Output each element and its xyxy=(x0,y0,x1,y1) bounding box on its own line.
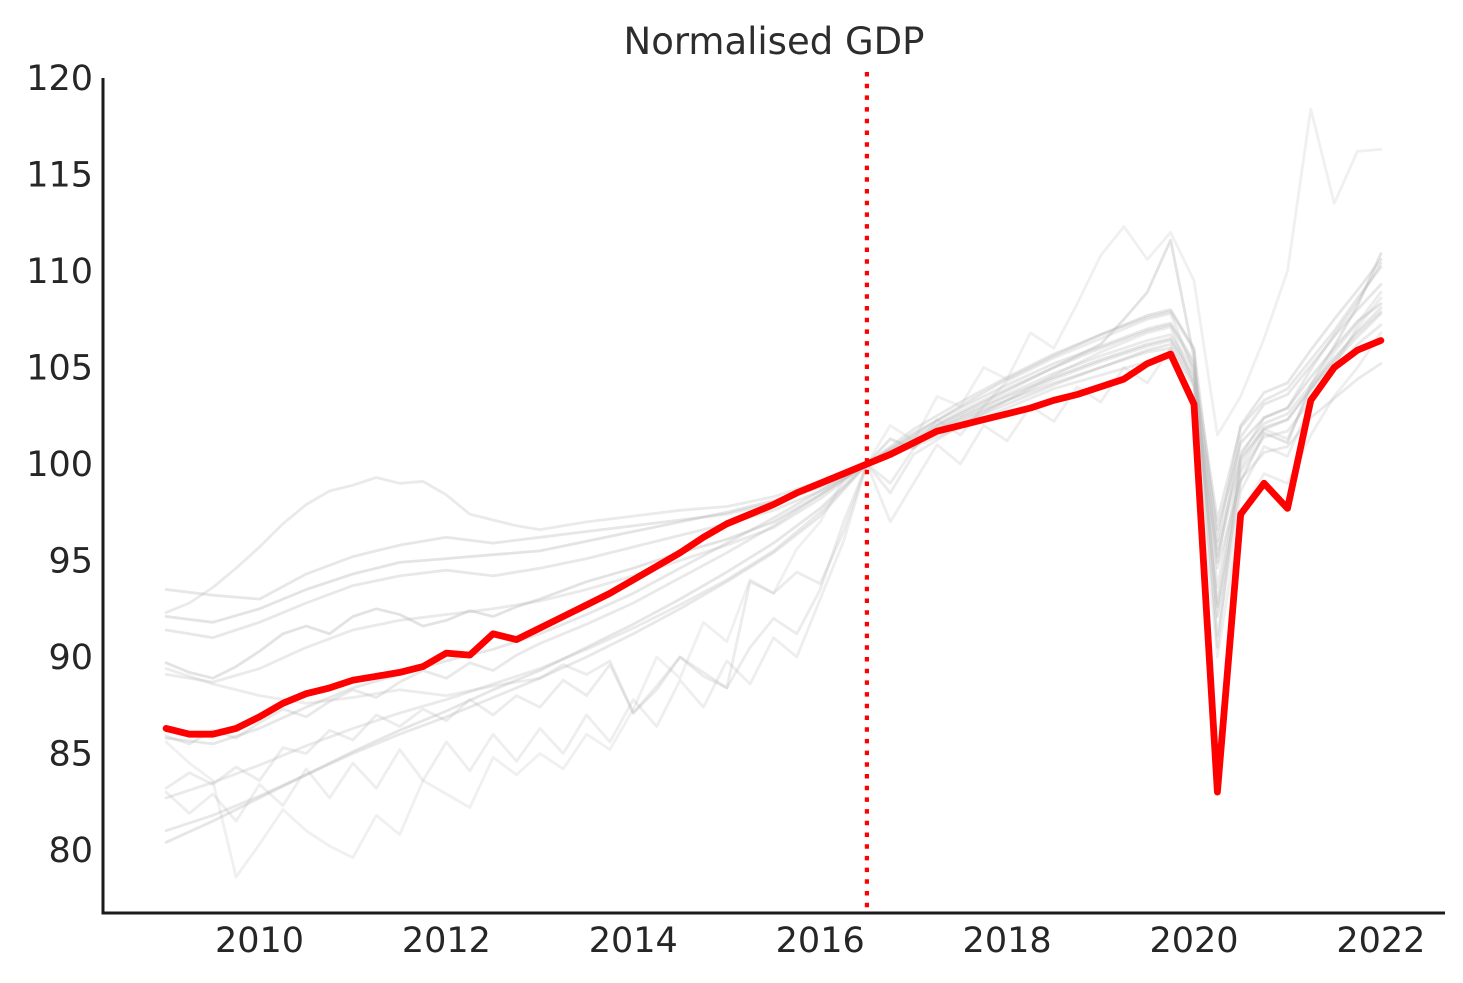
comparator-gdp-line xyxy=(164,310,1383,746)
y-tick-label: 95 xyxy=(48,542,93,582)
comparator-gdp-line xyxy=(164,261,1383,833)
comparator-gdp-line xyxy=(164,238,1383,680)
comparator-gdp-line xyxy=(164,257,1383,844)
comparator-gdp-line xyxy=(164,107,1383,879)
highlighted-gdp-line xyxy=(162,337,1385,796)
axes-spines xyxy=(101,78,1445,915)
y-tick-label: 105 xyxy=(26,349,93,389)
highlight-series-group xyxy=(162,337,1385,796)
x-axis-tick-labels: 2010 2012 2014 2016 2018 2020 2022 xyxy=(215,921,1425,961)
y-axis-tick-labels: 80 85 90 95 100 105 110 115 120 xyxy=(26,59,93,871)
y-tick-label: 120 xyxy=(26,59,93,99)
y-tick-label: 80 xyxy=(48,831,93,871)
x-tick-label: 2022 xyxy=(1336,921,1425,961)
y-tick-label: 115 xyxy=(26,156,93,196)
comparator-gdp-line xyxy=(164,356,1383,614)
x-tick-label: 2016 xyxy=(776,921,865,961)
x-tick-label: 2020 xyxy=(1149,921,1238,961)
chart-title: Normalised GDP xyxy=(624,20,925,63)
comparator-gdp-line xyxy=(164,290,1383,715)
y-tick-label: 110 xyxy=(26,252,93,292)
y-tick-label: 85 xyxy=(48,735,93,775)
y-tick-label: 100 xyxy=(26,445,93,485)
y-tick-label: 90 xyxy=(48,638,93,678)
x-tick-label: 2018 xyxy=(963,921,1052,961)
x-tick-label: 2014 xyxy=(589,921,678,961)
x-tick-label: 2012 xyxy=(402,921,491,961)
x-tick-label: 2010 xyxy=(215,921,304,961)
